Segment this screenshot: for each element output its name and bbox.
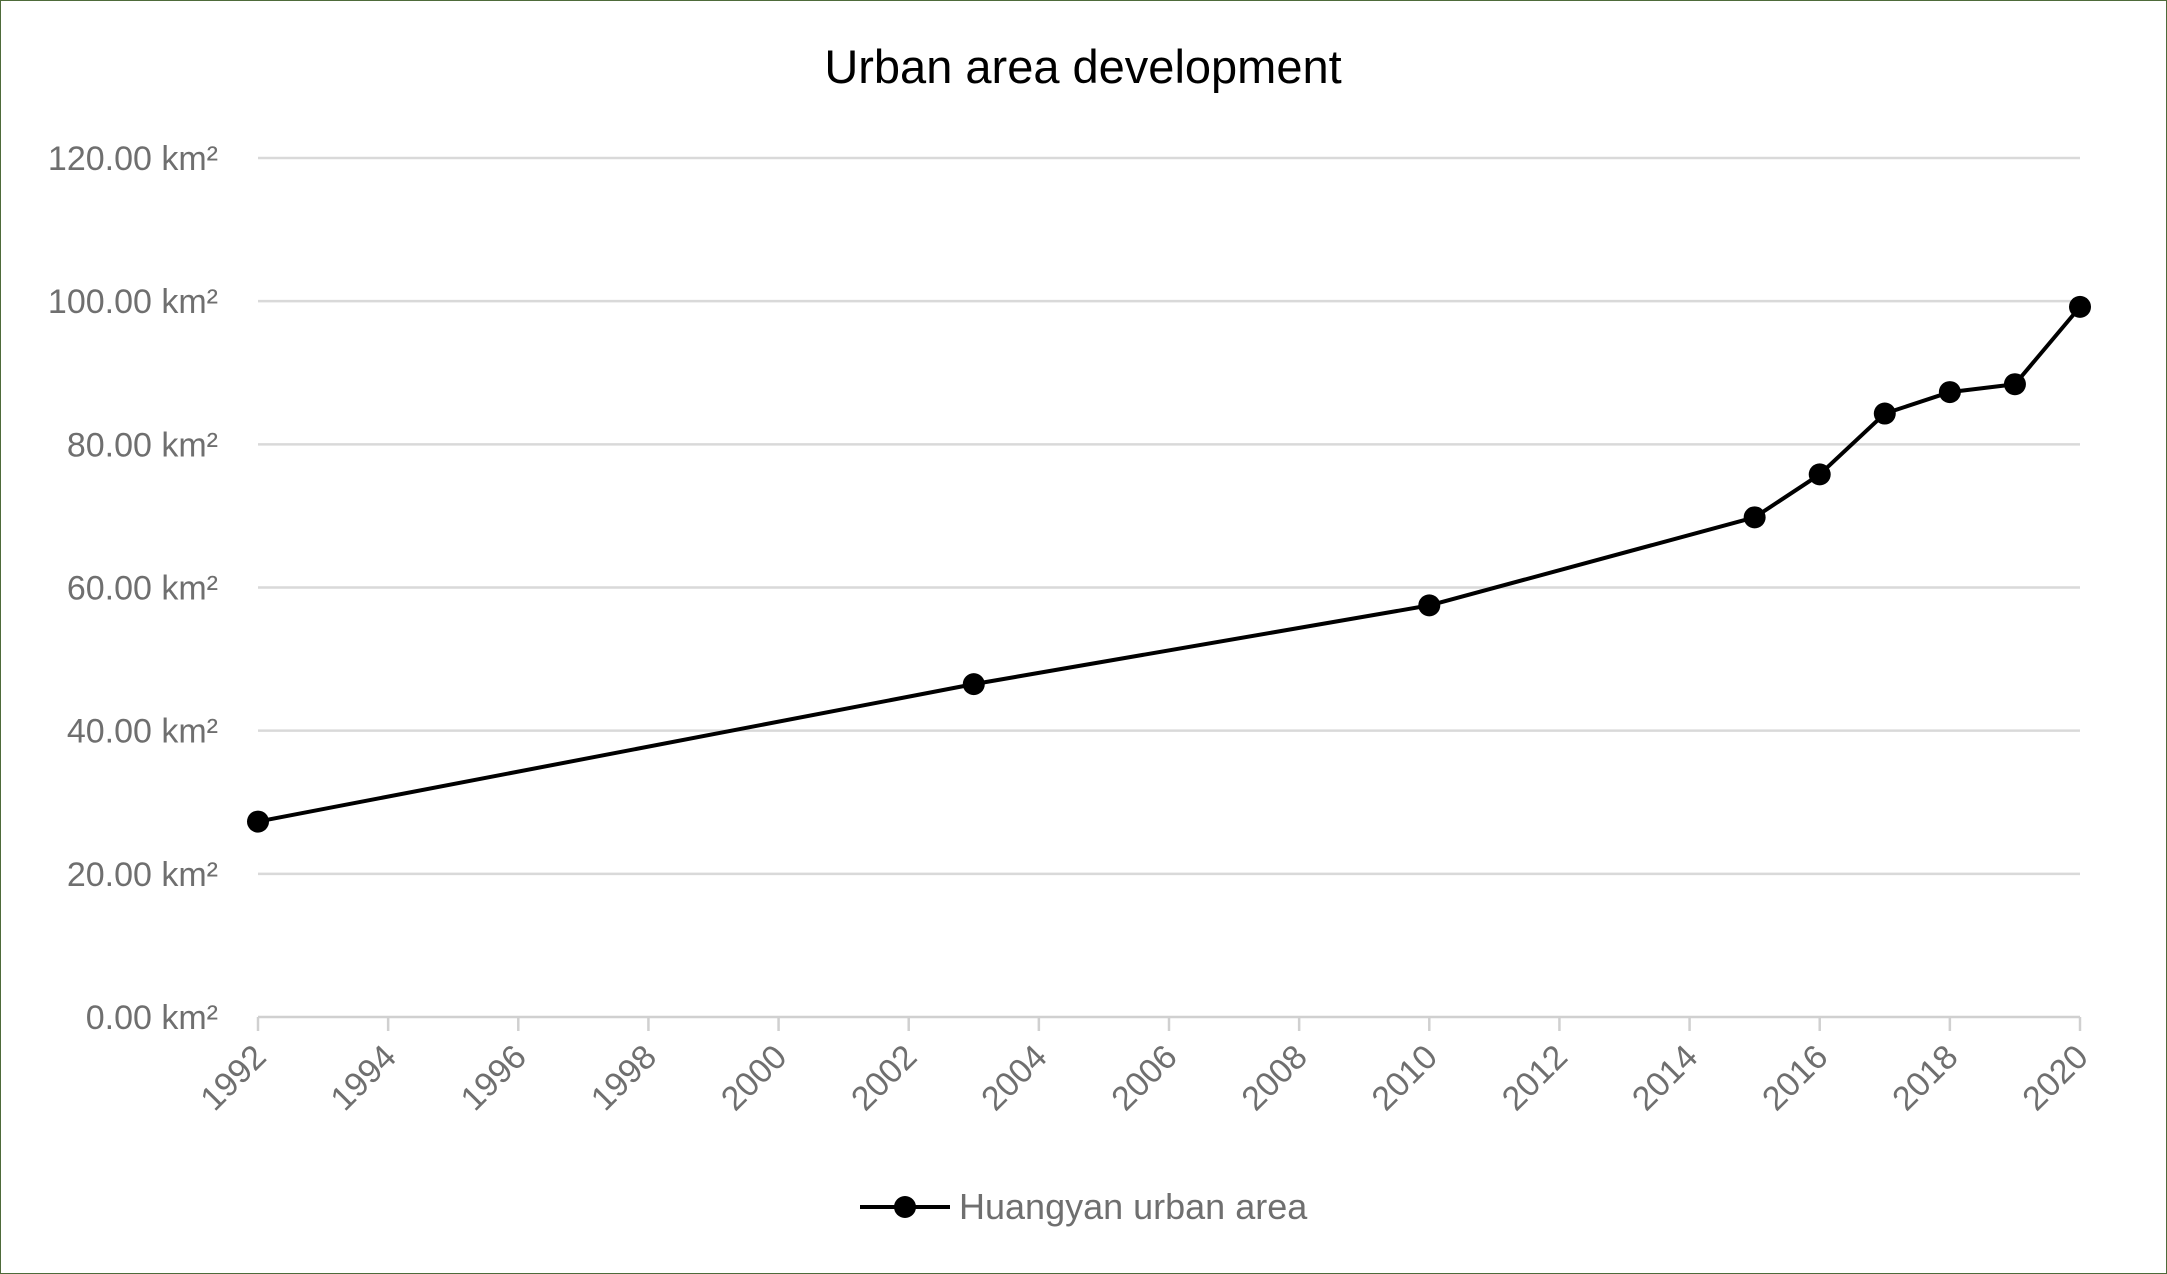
data-point xyxy=(247,810,269,833)
x-tick-label: 2004 xyxy=(974,1038,1054,1118)
data-point xyxy=(962,673,985,696)
x-tick-label: 2020 xyxy=(2015,1038,2095,1118)
data-point xyxy=(1418,594,1441,617)
data-point xyxy=(2069,295,2091,318)
x-tick-label: 1998 xyxy=(584,1038,664,1118)
data-point xyxy=(1938,381,1961,404)
y-axis: 0.00 km² 20.00 km² 40.00 km² 60.00 km² 80.00… xyxy=(48,140,218,1037)
y-tick-label: 20.00 km² xyxy=(67,856,218,894)
legend-label: Huangyan urban area xyxy=(959,1186,1308,1227)
y-tick-label: 0.00 km² xyxy=(86,999,218,1037)
data-point xyxy=(2003,373,2026,396)
x-tick-label: 2000 xyxy=(714,1038,794,1118)
y-tick-label: 120.00 km² xyxy=(48,140,218,178)
chart-title: Urban area development xyxy=(824,40,1341,93)
x-tick-label: 2014 xyxy=(1625,1038,1705,1118)
y-tick-label: 40.00 km² xyxy=(67,713,218,751)
y-tick-label: 80.00 km² xyxy=(67,426,218,464)
x-tick-label: 2010 xyxy=(1365,1038,1445,1118)
x-tick-label: 2016 xyxy=(1755,1038,1835,1118)
series-line xyxy=(257,305,2082,824)
gridlines xyxy=(258,156,2080,876)
y-tick-label: 60.00 km² xyxy=(67,570,218,608)
data-point xyxy=(1873,402,1896,425)
data-point xyxy=(1808,463,1831,486)
x-axis: 1992 1994 1996 1998 2000 2002 2004 2006 2008 2010… xyxy=(193,1015,2096,1118)
x-tick-label: 1994 xyxy=(323,1038,403,1118)
x-tick-label: 2008 xyxy=(1234,1038,1314,1118)
x-tick-label: 2018 xyxy=(1885,1038,1965,1118)
legend-marker-swatch xyxy=(894,1196,916,1218)
y-tick-label: 100.00 km² xyxy=(48,283,218,321)
x-tick-label: 1996 xyxy=(454,1038,534,1118)
x-tick-label: 2012 xyxy=(1495,1038,1575,1118)
x-tick-label: 2002 xyxy=(844,1038,924,1118)
data-point xyxy=(1743,506,1766,529)
legend: Huangyan urban area xyxy=(860,1186,1308,1227)
series xyxy=(247,295,2091,833)
x-tick-label: 2006 xyxy=(1104,1038,1184,1118)
x-tick-label: 1992 xyxy=(193,1038,273,1118)
